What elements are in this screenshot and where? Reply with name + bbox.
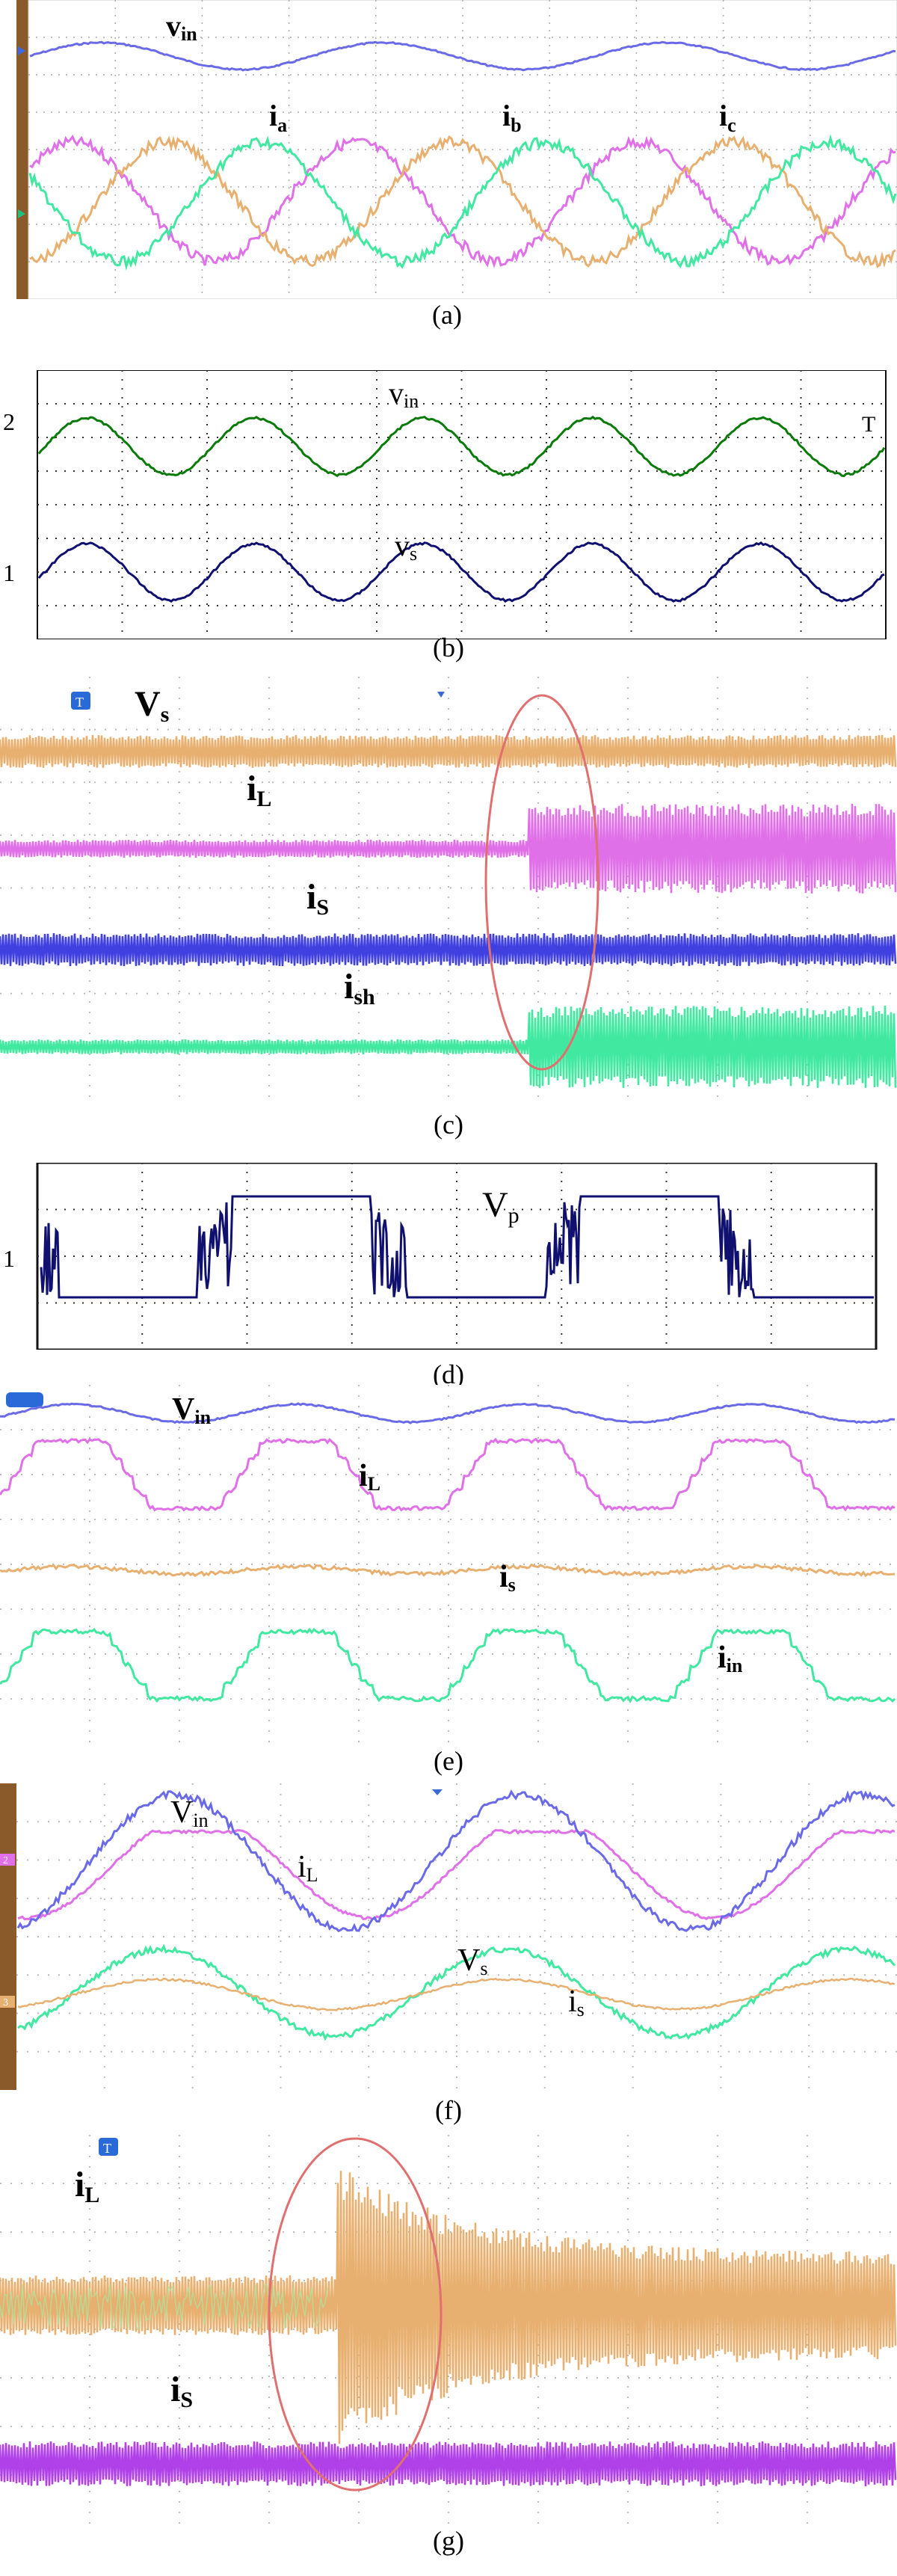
- label-il: iL: [247, 769, 271, 811]
- label-ib: ib: [502, 99, 522, 136]
- label-is: iS: [170, 2370, 193, 2412]
- panel-f: 2 3 Vin iL Vs is (f): [0, 1783, 897, 2135]
- caption-b: (b): [433, 633, 464, 663]
- channel-3-label: 3: [3, 1997, 8, 2008]
- caption-a: (a): [432, 300, 462, 330]
- panel-b: 2 1 vin vs T (b): [0, 370, 897, 677]
- trace-is: [0, 2441, 897, 2486]
- scope-a: vin ia ib ic: [16, 0, 897, 299]
- trace-vs: [0, 734, 897, 769]
- channel-3-marker-icon: [0, 1996, 15, 2008]
- trigger-marker-glyph: T: [103, 2141, 111, 2156]
- channel-2-label: 2: [3, 1855, 8, 1866]
- channel-2-marker-icon: [0, 1854, 15, 1866]
- trace-is: [17, 1977, 896, 2011]
- trace-vin: [16, 1789, 896, 1933]
- trigger-position-icon: [437, 692, 445, 698]
- trace-il: [17, 1828, 896, 1921]
- scope-b-grid: [37, 370, 886, 639]
- trace-ib: [29, 135, 896, 268]
- scope-e: Vin iL is iin: [0, 1385, 897, 1744]
- panel-c: T Vs iL iS ish (c): [0, 677, 897, 1144]
- trace-iin: [0, 1627, 896, 1703]
- trigger-marker-icon: [6, 1392, 43, 1407]
- scope-g: T iL iS: [0, 2135, 897, 2524]
- label-vin: vin: [389, 376, 419, 412]
- panel-g: T iL iS (g): [0, 2135, 897, 2576]
- trace-vs: [37, 541, 885, 603]
- caption-d: (d): [433, 1359, 464, 1389]
- scope-c: T Vs iL iS ish: [0, 677, 897, 1099]
- trigger-marker-icon: [99, 2138, 118, 2156]
- trigger-label: T: [862, 412, 875, 437]
- trace-il: [0, 803, 897, 894]
- label-is: is: [499, 1560, 516, 1596]
- label-vs: vs: [395, 529, 417, 565]
- trace-vp: [40, 1195, 874, 1299]
- label-il: iL: [359, 1459, 380, 1495]
- scope-f-side-bar: [0, 1783, 16, 2090]
- label-vs: Vs: [457, 1943, 487, 1979]
- trace-is: [0, 1563, 896, 1578]
- trace-vin: [37, 415, 886, 478]
- panel-d: 1 Vp (d): [0, 1163, 897, 1406]
- trigger-position-icon: [432, 1789, 443, 1795]
- label-vs: Vs: [135, 684, 169, 727]
- label-vp: Vp: [482, 1185, 520, 1228]
- scope-e-grid: [0, 1385, 897, 1744]
- scope-d: 1 Vp: [3, 1163, 878, 1350]
- trace-is: [0, 932, 897, 967]
- scope-f: 2 3 Vin iL Vs is: [0, 1783, 897, 2090]
- label-vin: vin: [166, 9, 197, 45]
- label-is: is: [568, 1985, 585, 2020]
- trace-ish: [0, 1005, 897, 1088]
- label-vin: Vin: [170, 1795, 209, 1831]
- caption-f: (f): [435, 2095, 462, 2125]
- label-iin: iin: [718, 1641, 743, 1676]
- channel-marker-icon: [18, 209, 25, 218]
- channel-1-label: 1: [3, 1245, 15, 1272]
- caption-c: (c): [434, 1110, 463, 1140]
- trace-ic: [28, 134, 897, 271]
- trace-ia: [29, 135, 896, 268]
- trace-il: [0, 2171, 897, 2444]
- panel-e: Vin iL is iin (e): [0, 1385, 897, 1789]
- label-il: iL: [298, 1850, 318, 1886]
- trace-vin: [29, 40, 896, 72]
- channel-marker-icon: [18, 46, 25, 55]
- label-vin: Vin: [172, 1392, 212, 1428]
- trace-il-overlay: [0, 2284, 328, 2331]
- trace-vs: [17, 1943, 896, 2041]
- scope-b: 2 1 vin vs T: [3, 370, 887, 639]
- trace-vin: [0, 1402, 896, 1424]
- caption-e: (e): [434, 1746, 463, 1776]
- label-ia: ia: [269, 99, 287, 136]
- channel-2-label: 2: [3, 408, 15, 435]
- scope-f-grid: [16, 1783, 897, 2090]
- label-ic: ic: [719, 99, 736, 136]
- label-ish: ish: [344, 967, 375, 1009]
- trigger-marker-icon: [71, 692, 90, 710]
- highlight-ellipse: [268, 2137, 443, 2492]
- scope-a-side-bar: [16, 0, 28, 299]
- label-il: iL: [75, 2165, 99, 2207]
- panel-a: vin ia ib ic (a): [0, 0, 897, 344]
- caption-g: (g): [433, 2526, 464, 2556]
- label-is: iS: [306, 877, 329, 920]
- channel-1-label: 1: [3, 559, 15, 586]
- highlight-ellipse: [484, 694, 599, 1071]
- trigger-marker-glyph: T: [75, 695, 84, 710]
- trace-il: [0, 1437, 896, 1512]
